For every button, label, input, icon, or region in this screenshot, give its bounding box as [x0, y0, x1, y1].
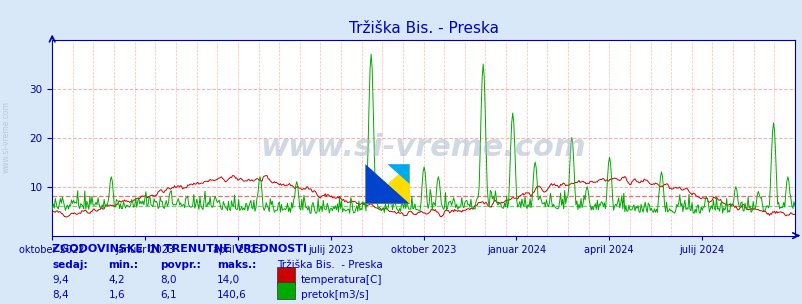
Polygon shape: [365, 164, 409, 204]
Text: 8,0: 8,0: [160, 275, 177, 285]
Text: pretok[m3/s]: pretok[m3/s]: [301, 290, 368, 300]
Text: povpr.:: povpr.:: [160, 260, 201, 270]
Text: min.:: min.:: [108, 260, 138, 270]
FancyBboxPatch shape: [277, 282, 294, 299]
Text: 1,6: 1,6: [108, 290, 125, 300]
Text: 140,6: 140,6: [217, 290, 246, 300]
Text: maks.:: maks.:: [217, 260, 256, 270]
Text: 8,4: 8,4: [52, 290, 69, 300]
Polygon shape: [387, 164, 409, 184]
Text: 9,4: 9,4: [52, 275, 69, 285]
Text: www.si-vreme.com: www.si-vreme.com: [261, 133, 585, 162]
Text: 6,1: 6,1: [160, 290, 177, 300]
FancyBboxPatch shape: [277, 267, 294, 284]
Text: www.si-vreme.com: www.si-vreme.com: [2, 101, 11, 173]
Text: 14,0: 14,0: [217, 275, 240, 285]
Polygon shape: [365, 164, 409, 204]
Text: Tržiška Bis.  - Preska: Tržiška Bis. - Preska: [277, 260, 383, 270]
Text: ZGODOVINSKE IN TRENUTNE VREDNOSTI: ZGODOVINSKE IN TRENUTNE VREDNOSTI: [52, 244, 307, 254]
Title: Tržiška Bis. - Preska: Tržiška Bis. - Preska: [348, 21, 498, 36]
Text: temperatura[C]: temperatura[C]: [301, 275, 382, 285]
Text: 4,2: 4,2: [108, 275, 125, 285]
Text: sedaj:: sedaj:: [52, 260, 87, 270]
